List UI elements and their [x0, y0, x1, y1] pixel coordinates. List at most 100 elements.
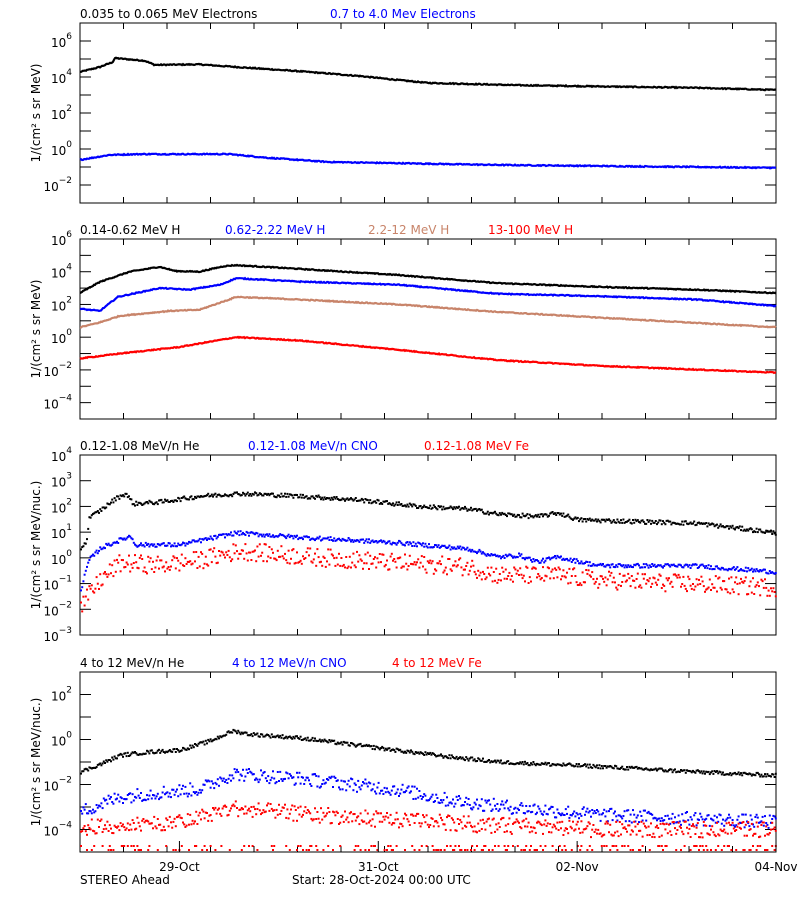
- data-point: [310, 785, 313, 787]
- data-point: [729, 592, 732, 595]
- data-point: [494, 830, 496, 833]
- data-point: [533, 515, 536, 518]
- data-point: [395, 747, 398, 750]
- data-point: [717, 833, 720, 836]
- data-point: [438, 506, 441, 509]
- data-point: [462, 568, 465, 571]
- data-point: [213, 808, 216, 811]
- series-0-12-1-08-mev-n-cno: [80, 530, 777, 592]
- data-point: [498, 808, 501, 811]
- data-point: [314, 552, 316, 555]
- data-point: [771, 571, 774, 574]
- data-point: [201, 538, 204, 541]
- data-point: [332, 810, 334, 813]
- data-point: [416, 751, 418, 754]
- data-point: [122, 845, 124, 847]
- data-point: [144, 541, 147, 544]
- data-point: [188, 823, 190, 826]
- data-point: [251, 531, 254, 534]
- data-point: [372, 845, 375, 847]
- data-point: [500, 557, 502, 560]
- data-point: [629, 521, 632, 524]
- data-point: [220, 495, 223, 498]
- data-point: [123, 537, 126, 540]
- data-point: [381, 553, 384, 556]
- data-point: [478, 829, 481, 832]
- data-point: [576, 516, 579, 519]
- data-point: [220, 550, 223, 553]
- data-point: [408, 502, 411, 505]
- data-point: [568, 559, 571, 562]
- data-point: [538, 807, 541, 810]
- data-point: [180, 553, 183, 556]
- data-point: [200, 818, 202, 821]
- data-point: [522, 763, 525, 766]
- data-point: [130, 801, 133, 804]
- data-point: [454, 507, 457, 510]
- data-point: [204, 779, 207, 782]
- data-point: [612, 519, 615, 522]
- data-point: [351, 778, 354, 781]
- data-point: [579, 831, 582, 834]
- data-point: [408, 791, 411, 794]
- data-point: [714, 565, 717, 568]
- data-point: [705, 770, 708, 773]
- data-point: [369, 819, 372, 822]
- data-point: [510, 762, 513, 765]
- data-point: [131, 503, 134, 506]
- data-point: [692, 769, 694, 772]
- data-point: [623, 810, 626, 813]
- data-point: [510, 575, 513, 577]
- data-point: [508, 571, 511, 574]
- data-point: [431, 506, 434, 509]
- data-point: [381, 745, 384, 748]
- data-point: [311, 773, 314, 776]
- data-point: [530, 559, 532, 562]
- data-point: [570, 764, 573, 767]
- data-point: [726, 525, 729, 528]
- data-point: [251, 735, 254, 738]
- data-point: [189, 541, 192, 544]
- data-point: [200, 551, 202, 554]
- data-point: [490, 760, 493, 763]
- data-point: [490, 810, 493, 812]
- data-point: [171, 750, 174, 753]
- data-point: [670, 523, 673, 526]
- data-point: [710, 589, 712, 591]
- data-point: [545, 812, 548, 815]
- data-point: [495, 807, 498, 810]
- data-point: [155, 501, 158, 504]
- data-point: [416, 561, 418, 564]
- data-point: [370, 845, 373, 847]
- data-point: [501, 566, 504, 569]
- data-point: [148, 794, 151, 797]
- data-point: [459, 557, 462, 560]
- data-point: [471, 548, 474, 551]
- data-point: [519, 826, 522, 828]
- data-point: [317, 817, 320, 820]
- data-point: [447, 757, 450, 760]
- data-point: [392, 502, 394, 505]
- data-point: [633, 579, 636, 582]
- data-point: [365, 498, 368, 501]
- data-point: [702, 849, 705, 851]
- data-point: [215, 812, 218, 815]
- data-point: [570, 575, 573, 577]
- data-point: [212, 550, 214, 553]
- data-point: [428, 507, 430, 510]
- data-point: [488, 817, 490, 820]
- data-point: [186, 560, 189, 563]
- data-point: [132, 562, 135, 564]
- data-point: [368, 744, 370, 747]
- data-point: [154, 501, 157, 504]
- data-point: [699, 845, 702, 847]
- data-point: [244, 775, 247, 778]
- data-point: [176, 545, 178, 548]
- data-point: [734, 528, 736, 531]
- data-point: [694, 845, 697, 847]
- data-point: [158, 748, 160, 751]
- data-point: [161, 566, 164, 569]
- data-point: [513, 555, 516, 558]
- data-point: [549, 512, 552, 515]
- data-point: [513, 821, 516, 824]
